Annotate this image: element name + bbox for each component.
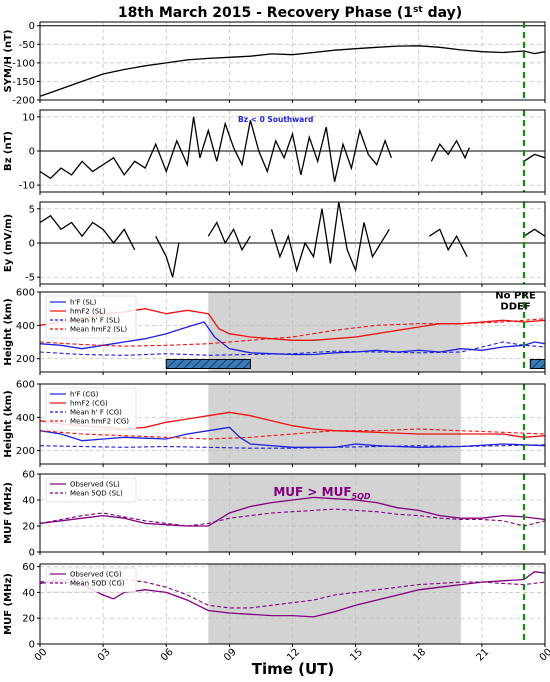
x-tick-label: 18 <box>411 647 428 664</box>
legend-entry: Mean hmF2 (SL) <box>70 326 127 334</box>
legend-entry: hmF2 (SL) <box>70 308 106 316</box>
hatch-bar <box>529 359 546 369</box>
y-axis-label: MUF (MHz) <box>3 482 14 544</box>
y-tick-label: -150 <box>12 77 35 88</box>
series-line-muf_cg-0 <box>39 571 546 618</box>
figure-title: 18th March 2015 - Recovery Phase (1st da… <box>118 5 462 21</box>
series-line-height_sl-2 <box>39 341 546 356</box>
panel-ey: 5 0 -5 Ey (mV/m) <box>3 201 546 287</box>
legend-entry: Mean 5QD (CG) <box>70 580 125 588</box>
y-tick-label: 400 <box>16 413 35 424</box>
series-line-height_sl-3 <box>39 318 546 347</box>
y-tick-label: -50 <box>19 40 35 51</box>
x-tick-label: 00 <box>538 647 550 664</box>
series-line-symh-0 <box>39 45 546 97</box>
legend-entry: hmF2 (CG) <box>70 400 108 408</box>
annotation-text: Bz < 0 Southward <box>238 115 313 124</box>
legend-entry: Mean 5QD (SL) <box>70 490 123 498</box>
y-tick-label: 40 <box>22 588 35 599</box>
y-tick-label: 200 <box>16 354 35 365</box>
legend-entry: h'F (CG) <box>70 391 99 399</box>
y-tick-label: 60 <box>22 470 35 481</box>
series-line-muf_sl-1 <box>39 508 546 527</box>
y-tick-label: 600 <box>16 380 35 391</box>
y-axis-label: Height (km) <box>3 390 14 457</box>
annotation-text: No PRE <box>495 291 536 302</box>
y-tick-label: -10 <box>19 181 35 192</box>
y-tick-label: 0 <box>29 548 35 559</box>
series-line-height_cg-0 <box>39 426 546 448</box>
legend-entry: Mean h' F (CG) <box>70 409 122 417</box>
shaded-region <box>208 384 461 464</box>
legend-box <box>45 295 137 339</box>
y-tick-label: 0 <box>29 239 35 250</box>
legend-entry: Observed (SL) <box>70 481 120 489</box>
y-tick-label: 400 <box>16 321 35 332</box>
y-axis-label: Height (km) <box>3 298 14 365</box>
hatch-bar <box>165 359 251 369</box>
y-tick-label: -100 <box>12 58 35 69</box>
x-tick-label: 21 <box>475 647 492 664</box>
y-tick-label: 0 <box>29 147 35 158</box>
annotation-text: MUF > MUF5QD <box>273 485 371 501</box>
x-tick-label: 09 <box>222 647 239 664</box>
legend-entry: Mean hmF2 (CG) <box>70 418 129 426</box>
legend-box <box>45 567 137 593</box>
legend-entry: Observed (CG) <box>70 571 122 579</box>
x-tick-label: 03 <box>96 647 113 664</box>
x-tick-label: 06 <box>159 647 176 664</box>
y-tick-label: 0 <box>29 21 35 32</box>
legend-box <box>45 387 137 431</box>
legend-entry: Mean h' F (SL) <box>70 317 120 325</box>
panel-bz: 10 0 -10 Bz (nT) Bz < 0 Southward <box>3 109 546 195</box>
x-tick-label: 15 <box>348 647 365 664</box>
legend-entry: h'F (SL) <box>70 299 97 307</box>
series-line-bz-0 <box>39 116 546 182</box>
legend-box <box>45 477 137 503</box>
y-tick-label: 0 <box>29 640 35 651</box>
y-axis-label: SYM/H (nT) <box>3 30 14 93</box>
y-tick-label: 200 <box>16 446 35 457</box>
series-line-muf_sl-0 <box>39 496 546 527</box>
shaded-region <box>208 564 461 644</box>
y-tick-label: -5 <box>25 273 35 284</box>
annotation-text: DDEF <box>500 302 530 313</box>
x-tick-label: 00 <box>33 647 50 664</box>
y-axis-label: MUF (MHz) <box>3 573 14 635</box>
y-tick-label: 20 <box>22 614 35 625</box>
y-tick-label: 5 <box>29 204 35 215</box>
x-axis-label: Time (UT) <box>252 660 335 678</box>
y-tick-label: 20 <box>22 522 35 533</box>
series-line-ey-0 <box>39 201 546 278</box>
y-axis-label: Bz (nT) <box>3 131 14 171</box>
y-tick-label: 10 <box>22 112 35 123</box>
series-line-height_sl-0 <box>39 321 546 356</box>
y-tick-label: 40 <box>22 496 35 507</box>
panel-muf_cg: 60 40 20 0 MUF (MHz) Observed (CG)Mean 5QD (C… <box>3 562 546 651</box>
y-tick-label: 60 <box>22 562 35 573</box>
y-tick-label: -200 <box>12 96 35 107</box>
panel-symh: 0 -50 -100 -150 -200 SYM/H (nT) <box>3 21 546 107</box>
y-axis-label: Ey (mV/m) <box>3 214 14 272</box>
panel-muf_sl: 60 40 20 0 MUF (MHz) Observed (SL)Mean 5QD (S… <box>3 470 546 559</box>
y-tick-label: 600 <box>16 288 35 299</box>
